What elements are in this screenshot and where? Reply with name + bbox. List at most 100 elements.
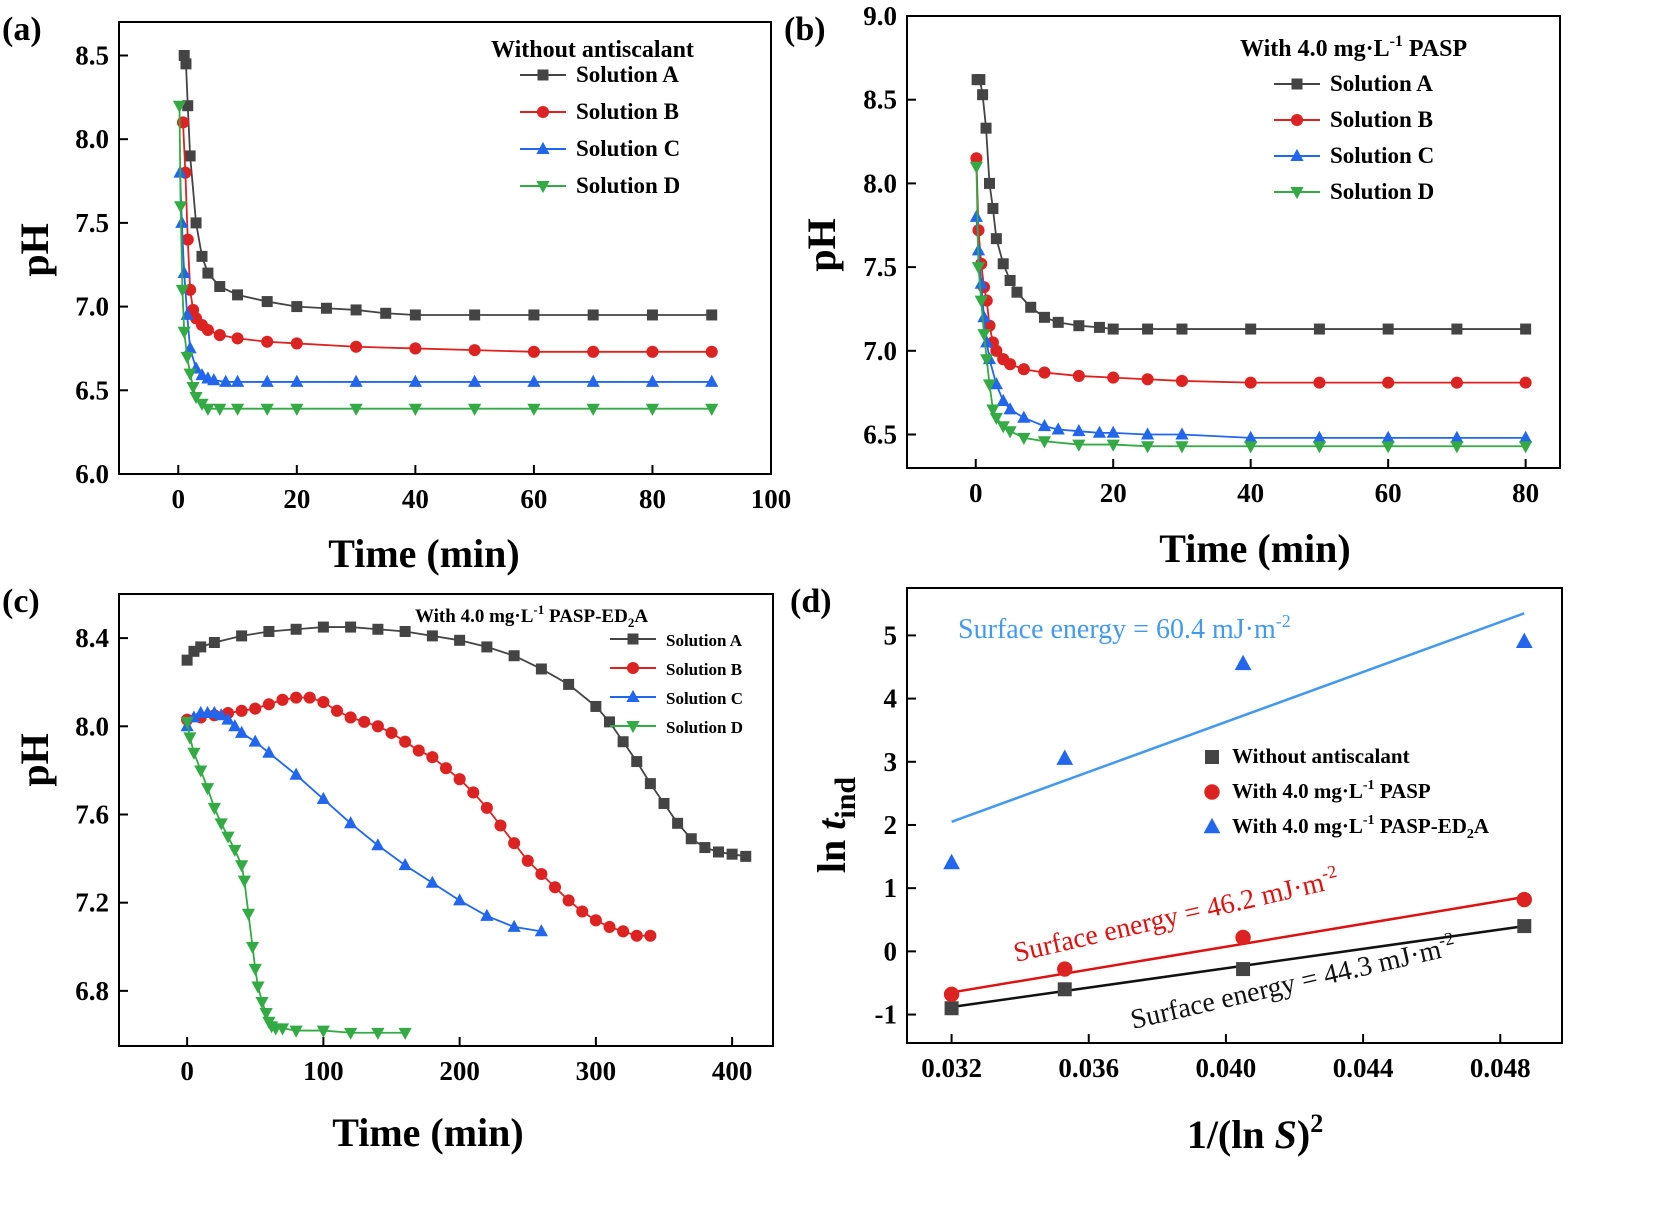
data-point — [213, 329, 226, 342]
y-tick-label: 6.8 — [75, 976, 109, 1006]
data-point — [1313, 376, 1326, 389]
series-solution-d — [969, 161, 1533, 454]
data-point — [349, 403, 363, 416]
data-point — [371, 720, 384, 733]
data-point — [175, 284, 190, 298]
data-point — [977, 89, 989, 101]
annotation-surface-energy-mid: Surface energy = 46.2 mJ·m-2 — [1010, 861, 1342, 969]
data-point — [562, 894, 575, 907]
panel-c: (c) 0 100 200 300 400 6.8 7.2 7.6 8.0 8.4 Time (m… — [2, 583, 774, 1155]
data-point — [587, 345, 600, 358]
data-point — [1245, 323, 1257, 335]
x-tick-label: 200 — [439, 1056, 480, 1086]
data-point — [1451, 323, 1463, 335]
y-tick-label: 8.5 — [863, 85, 897, 115]
x-tick-label: 400 — [712, 1056, 753, 1086]
data-point — [249, 702, 262, 715]
data-point — [1244, 376, 1257, 389]
data-point — [214, 818, 228, 831]
data-point — [245, 941, 260, 954]
data-point — [1176, 323, 1188, 335]
y-tick-label: 0 — [884, 936, 898, 966]
series-line — [179, 172, 712, 383]
data-point — [480, 801, 493, 814]
data-point — [617, 925, 630, 938]
data-point — [1175, 374, 1188, 387]
legend-label: Solution D — [1330, 179, 1434, 204]
y-axis-label-b: pH — [799, 218, 844, 271]
data-point — [1312, 441, 1327, 454]
data-point — [630, 929, 643, 942]
data-point — [631, 756, 643, 768]
data-point — [358, 715, 371, 728]
fit-line — [951, 895, 1525, 994]
x-tick-label: 100 — [303, 1056, 344, 1086]
data-point — [977, 310, 991, 323]
data-point — [316, 791, 330, 805]
annotation-surface-energy-bot: Surface energy = 44.3 mJ·m-2 — [1127, 928, 1459, 1036]
data-point — [706, 309, 718, 321]
data-point — [320, 302, 332, 314]
data-point — [1382, 323, 1394, 335]
data-point — [974, 74, 986, 86]
data-point — [453, 893, 467, 906]
data-point — [409, 309, 421, 321]
data-point — [251, 981, 265, 994]
data-point — [1519, 430, 1533, 443]
data-point — [235, 725, 249, 738]
data-point — [182, 100, 194, 112]
y-axis-label-c: pH — [12, 733, 57, 786]
data-point — [371, 1027, 385, 1040]
data-point — [983, 319, 996, 332]
x-axis-label-d: 1/(ln S)2 — [1187, 1109, 1323, 1157]
legend-marker — [1203, 817, 1221, 834]
data-point — [259, 1007, 273, 1021]
data-point — [1141, 373, 1154, 386]
y-tick-label: 7.5 — [75, 208, 109, 238]
data-point — [275, 1023, 290, 1036]
y-tick-label: 6.5 — [75, 375, 109, 405]
data-point — [237, 875, 251, 888]
data-point — [699, 842, 711, 854]
series-with-4-0-mg-l-1-pasp — [943, 891, 1532, 1003]
series-solution-b — [181, 691, 657, 942]
panel-b: (b) 0 20 40 60 80 6.5 7.0 7.5 8.0 8.5 9.0 Time (mi… — [784, 1, 1561, 571]
data-point — [439, 762, 453, 775]
data-point — [177, 265, 191, 279]
data-point — [177, 326, 191, 339]
data-point — [528, 309, 540, 321]
data-point — [230, 403, 245, 416]
series-without-antiscalant — [944, 919, 1532, 1016]
legend-marker — [1291, 78, 1303, 90]
y-tick-label: 6.5 — [863, 420, 897, 450]
series-solution-a — [971, 74, 1532, 335]
panel-label-a: (a) — [2, 11, 42, 48]
panel-d: (d) 0.032 0.036 0.040 0.044 0.048 -1 0 1 2 3 4 5 1/… — [790, 583, 1563, 1157]
data-point — [644, 778, 656, 790]
panel-label-c: (c) — [2, 583, 40, 620]
data-point — [521, 854, 534, 867]
series-solution-d — [180, 716, 412, 1040]
ticks-c: 0 100 200 300 400 6.8 7.2 7.6 8.0 8.4 — [75, 623, 752, 1086]
data-point — [183, 732, 197, 745]
legend-a: Solution A Solution B Solution C Solution D — [520, 62, 680, 198]
legend-label: With 4.0 mg·L-1 PASP-ED2A — [1232, 813, 1490, 842]
data-point — [1003, 402, 1017, 415]
data-point — [603, 920, 616, 933]
data-point — [494, 819, 507, 832]
data-point — [974, 276, 988, 289]
data-point — [1025, 301, 1037, 313]
legend-label: Solution A — [666, 631, 743, 650]
data-point — [1057, 961, 1073, 977]
data-point — [1057, 982, 1072, 997]
series-line — [183, 55, 712, 316]
data-point — [228, 719, 242, 732]
data-point — [380, 307, 392, 319]
series-solution-b — [176, 116, 718, 358]
data-point — [316, 1025, 330, 1038]
y-tick-label: 3 — [884, 747, 898, 777]
series-line — [975, 158, 1526, 384]
data-point — [468, 374, 482, 387]
data-point — [534, 924, 548, 937]
data-point — [290, 337, 303, 350]
